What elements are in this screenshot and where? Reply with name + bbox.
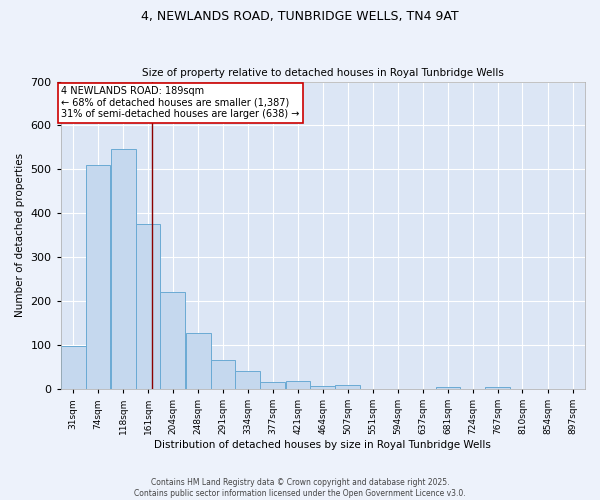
Bar (86, 164, 110, 389)
Bar (335, 384, 360, 389)
Bar (61, 346, 86, 389)
X-axis label: Distribution of detached houses by size in Royal Tunbridge Wells: Distribution of detached houses by size … (154, 440, 491, 450)
Text: 4, NEWLANDS ROAD, TUNBRIDGE WELLS, TN4 9AT: 4, NEWLANDS ROAD, TUNBRIDGE WELLS, TN4 9… (141, 10, 459, 23)
Y-axis label: Number of detached properties: Number of detached properties (15, 153, 25, 318)
Bar (160, 292, 185, 389)
Bar (310, 386, 335, 389)
Bar (235, 372, 260, 389)
Bar (286, 381, 310, 389)
Bar (211, 360, 235, 389)
Text: 4 NEWLANDS ROAD: 189sqm
← 68% of detached houses are smaller (1,387)
31% of semi: 4 NEWLANDS ROAD: 189sqm ← 68% of detache… (61, 86, 299, 119)
Bar (436, 387, 460, 389)
Bar (186, 333, 211, 389)
Bar (111, 149, 136, 389)
Bar (485, 387, 510, 389)
Bar (260, 382, 285, 389)
Bar (136, 224, 160, 389)
Title: Size of property relative to detached houses in Royal Tunbridge Wells: Size of property relative to detached ho… (142, 68, 504, 78)
Text: Contains HM Land Registry data © Crown copyright and database right 2025.
Contai: Contains HM Land Registry data © Crown c… (134, 478, 466, 498)
